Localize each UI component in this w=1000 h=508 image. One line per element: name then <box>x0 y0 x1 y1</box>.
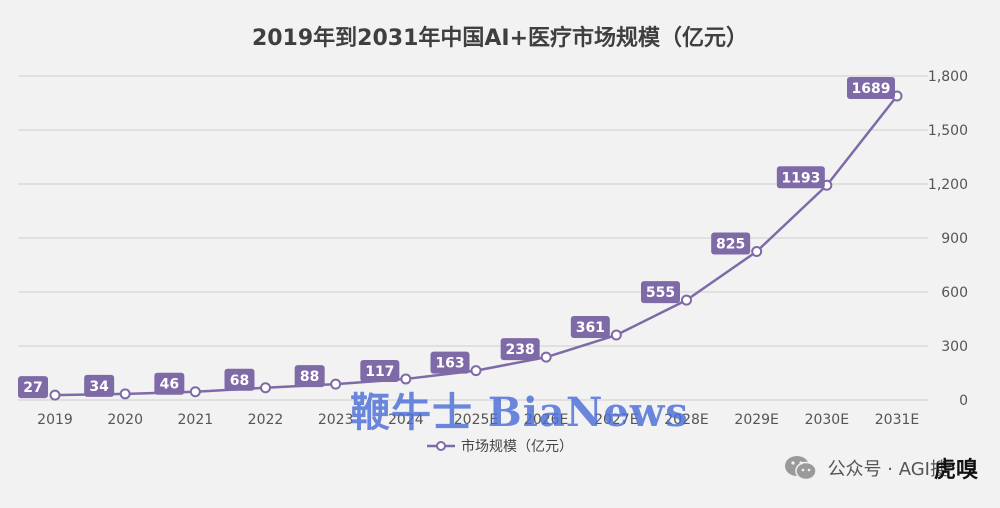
data-label-box <box>776 166 825 189</box>
data-label: 361 <box>576 320 605 336</box>
footer-source: 公众号 · AGI搜 虎嗅 <box>784 452 978 484</box>
data-point <box>189 386 201 398</box>
data-point <box>751 246 763 257</box>
watermark: 鞭牛士 BiaNews <box>350 389 689 436</box>
y-tick-label: 0 <box>959 393 968 409</box>
data-label: 555 <box>646 285 675 301</box>
y-tick-label: 1,800 <box>928 69 968 85</box>
data-label: 1193 <box>781 170 820 186</box>
data-label-box <box>570 316 610 339</box>
data-label-box <box>18 376 48 399</box>
data-point <box>681 294 692 306</box>
chart-title: 2019年到2031年中国AI+医疗市场规模（亿元） <box>251 26 749 51</box>
x-tick-label: 2025E <box>454 412 498 428</box>
x-tick-label: 2026E <box>524 412 568 428</box>
y-tick-label: 1,200 <box>928 177 968 193</box>
data-label: 825 <box>716 237 745 253</box>
wechat-icon <box>784 456 817 481</box>
x-tick-label: 2020 <box>107 412 143 428</box>
footer-source-text: 公众号 · AGI搜 <box>827 459 948 480</box>
x-tick-label: 2024 <box>388 412 424 428</box>
data-label-box <box>360 359 400 382</box>
x-tick-label: 2019 <box>37 412 73 428</box>
data-label-box <box>641 281 680 304</box>
y-tick-label: 600 <box>941 285 968 301</box>
data-label-box <box>500 338 540 361</box>
data-label-box <box>847 76 895 99</box>
data-label: 88 <box>300 369 319 385</box>
data-point <box>49 389 61 401</box>
data-label: 117 <box>365 364 394 380</box>
legend-marker-icon <box>427 441 455 451</box>
x-tick-label: 2031E <box>875 412 919 428</box>
data-label-box <box>84 374 115 397</box>
x-tick-label: 2023 <box>318 412 354 428</box>
series-line <box>54 95 898 397</box>
x-tick-label: 2028E <box>664 412 708 428</box>
y-tick-label: 300 <box>941 339 968 355</box>
data-point <box>260 382 271 394</box>
data-label: 1689 <box>852 81 891 97</box>
data-point <box>330 378 342 390</box>
data-label: 27 <box>23 380 42 396</box>
data-point <box>540 351 552 363</box>
y-tick-label: 900 <box>941 231 968 247</box>
data-label-box <box>224 368 255 391</box>
data-point <box>119 388 131 400</box>
data-point <box>400 373 412 385</box>
data-point <box>470 365 482 377</box>
legend-label: 市场规模（亿元） <box>461 439 573 455</box>
data-label: 34 <box>89 379 109 395</box>
data-point <box>610 329 622 341</box>
x-tick-label: 2022 <box>248 412 284 428</box>
x-tick-label: 2021 <box>178 412 214 428</box>
data-label: 163 <box>435 356 464 372</box>
data-label-box <box>294 365 325 388</box>
x-tick-label: 2027E <box>594 412 638 428</box>
x-tick-label: 2030E <box>805 412 849 428</box>
data-label: 68 <box>230 373 249 389</box>
data-label-box <box>154 372 185 395</box>
legend[interactable]: 市场规模（亿元） <box>0 436 1000 456</box>
data-label: 238 <box>506 342 535 358</box>
data-label-box <box>711 232 751 255</box>
data-label-box <box>430 351 470 374</box>
data-label: 46 <box>160 377 179 393</box>
footer-brand-logo: 虎嗅 <box>933 457 978 483</box>
y-tick-label: 1,500 <box>928 123 968 139</box>
x-tick-label: 2029E <box>734 412 778 428</box>
